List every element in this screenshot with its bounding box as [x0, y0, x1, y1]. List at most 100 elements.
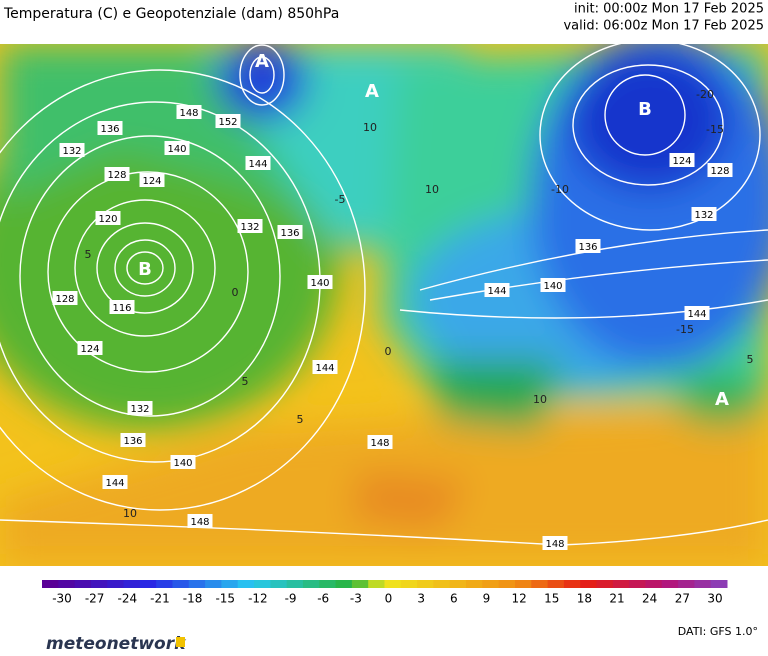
colorbar-segment: [449, 580, 467, 588]
pressure-center: A: [365, 81, 379, 102]
colorbar-tick-label: -15: [215, 592, 235, 606]
geopotential-label: 140: [310, 278, 329, 289]
geopotential-label: 132: [130, 404, 149, 415]
init-time: init: 00:00z Mon 17 Feb 2025: [574, 2, 764, 17]
contour-label-box: [245, 156, 271, 170]
geopotential-label: 148: [370, 438, 389, 449]
colorbar-tick-label: 24: [642, 592, 657, 606]
colorbar-segment: [270, 580, 288, 588]
colorbar-segment: [514, 580, 532, 588]
map-labels: A A B B A 148 152 136 132 140 128 124 144 120 132 136 11…: [52, 51, 754, 550]
geopotential-label: 136: [100, 124, 119, 135]
pressure-center: B: [638, 99, 652, 120]
colorbar-segment: [612, 580, 630, 588]
contour-label-box: [307, 275, 333, 289]
geopotential-label: 144: [487, 286, 506, 297]
geopotential-label: 144: [687, 309, 706, 320]
colorbar-tick-label: 21: [609, 592, 624, 606]
temperature-label: 5: [242, 375, 249, 388]
contour-label-box: [102, 475, 128, 489]
colorbar-segment: [319, 580, 337, 588]
colorbar-tick-label: -9: [285, 592, 297, 606]
geopotential-label: 120: [98, 214, 117, 225]
colorbar-segment: [90, 580, 108, 588]
contour-label-box: [684, 306, 710, 320]
colorbar-segment: [629, 580, 646, 588]
geopotential-label: 140: [173, 458, 192, 469]
colorbar-segment: [563, 580, 581, 588]
colorbar-segment: [368, 580, 385, 588]
colorbar-tick-label: -24: [117, 592, 137, 606]
contour-label-box: [237, 219, 263, 233]
colorbar-segment: [302, 580, 320, 588]
temperature-label: -20: [696, 88, 714, 101]
geopotential-label: 140: [543, 281, 562, 292]
geopotential-label: 144: [105, 478, 124, 489]
colorbar-segment: [335, 580, 353, 588]
temperature-label: 5: [747, 353, 754, 366]
temperature-label: 5: [85, 248, 92, 261]
colorbar-segment: [123, 580, 141, 588]
colorbar-segment: [156, 580, 173, 588]
geopotential-label: 148: [190, 517, 209, 528]
contour-label-box: [127, 401, 153, 415]
contour-label-box: [215, 114, 241, 128]
contour-label-box: [164, 141, 190, 155]
colorbar-segment: [139, 580, 157, 588]
colorbar-tick-label: 0: [385, 592, 393, 606]
geopotential-label: 140: [167, 144, 186, 155]
geopotential-label: 132: [694, 210, 713, 221]
colorbar-tick-label: -12: [248, 592, 268, 606]
geopotential-label: 148: [545, 539, 564, 550]
colorbar-segment: [254, 580, 271, 588]
geopotential-label: 128: [710, 166, 729, 177]
geopotential-label: 124: [672, 156, 691, 167]
temperature-label: -5: [335, 193, 346, 206]
logo-square: [176, 637, 185, 647]
colorbar-segment: [188, 580, 206, 588]
contour-label-box: [540, 278, 566, 292]
colorbar-tick-label: -18: [183, 592, 203, 606]
contour-label-box: [170, 455, 196, 469]
geopotential-label: 128: [107, 170, 126, 181]
geopotential-label: 132: [240, 222, 259, 233]
contour-label-box: [97, 121, 123, 135]
title: Temperatura (C) e Geopotenziale (dam) 85…: [3, 6, 339, 22]
colorbar-tick-label: -27: [85, 592, 105, 606]
contour-label-box: [120, 433, 146, 447]
contour-label-box: [104, 167, 130, 181]
colorbar-tick-label: 15: [544, 592, 559, 606]
colorbar-tick-label: -3: [350, 592, 362, 606]
colorbar-tick-label: 12: [511, 592, 526, 606]
contour-label-box: [691, 207, 717, 221]
contour-label-box: [176, 105, 202, 119]
colorbar-segment: [74, 580, 92, 588]
contour-label-box: [109, 300, 135, 314]
temperature-label: 5: [297, 413, 304, 426]
temperature-label: -15: [706, 123, 724, 136]
colorbar-segment: [433, 580, 451, 588]
temperature-label: -10: [551, 183, 569, 196]
geopotential-label: 128: [55, 294, 74, 305]
colorbar-segment: [205, 580, 222, 588]
geopotential-label: 124: [80, 344, 99, 355]
colorbar-segment: [384, 580, 402, 588]
pressure-center: A: [255, 51, 269, 72]
colorbar-tick-label: 27: [675, 592, 690, 606]
pressure-center: A: [715, 389, 729, 410]
colorbar-segment: [42, 580, 59, 588]
colorbar-segment: [547, 580, 565, 588]
contour-label-box: [542, 536, 568, 550]
colorbar-segment: [645, 580, 663, 588]
geopotential-label: 144: [315, 363, 334, 374]
contour-label-box: [95, 211, 121, 225]
pressure-center: B: [138, 259, 152, 280]
colorbar-segment: [107, 580, 125, 588]
colorbar-segment: [596, 580, 614, 588]
geopotential-label: 136: [123, 436, 142, 447]
geopotential-label: 136: [578, 242, 597, 253]
contour-label-box: [277, 225, 303, 239]
contour-label-box: [669, 153, 695, 167]
contour-label-box: [312, 360, 338, 374]
